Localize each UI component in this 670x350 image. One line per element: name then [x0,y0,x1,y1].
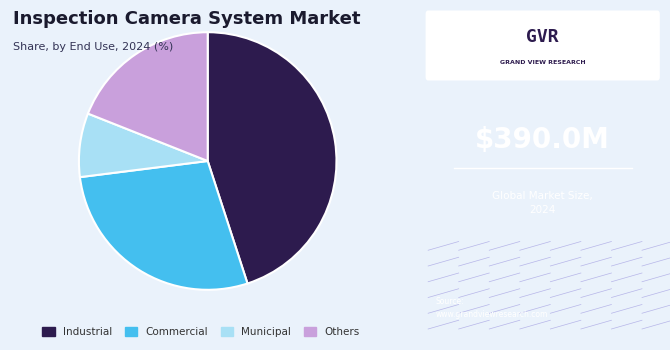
Text: Source:
www.grandviewresearch.com: Source: www.grandviewresearch.com [436,297,548,319]
Wedge shape [80,161,247,290]
Wedge shape [79,114,208,177]
Text: GRAND VIEW RESEARCH: GRAND VIEW RESEARCH [500,61,586,65]
Legend: Industrial, Commercial, Municipal, Others: Industrial, Commercial, Municipal, Other… [38,323,364,341]
Text: Share, by End Use, 2024 (%): Share, by End Use, 2024 (%) [13,42,174,52]
Wedge shape [88,32,208,161]
Text: GVR: GVR [527,28,559,46]
Text: Global Market Size,
2024: Global Market Size, 2024 [492,191,593,215]
Text: Inspection Camera System Market: Inspection Camera System Market [13,10,361,28]
Text: $390.0M: $390.0M [475,126,610,154]
FancyBboxPatch shape [425,10,660,80]
Wedge shape [208,32,336,284]
